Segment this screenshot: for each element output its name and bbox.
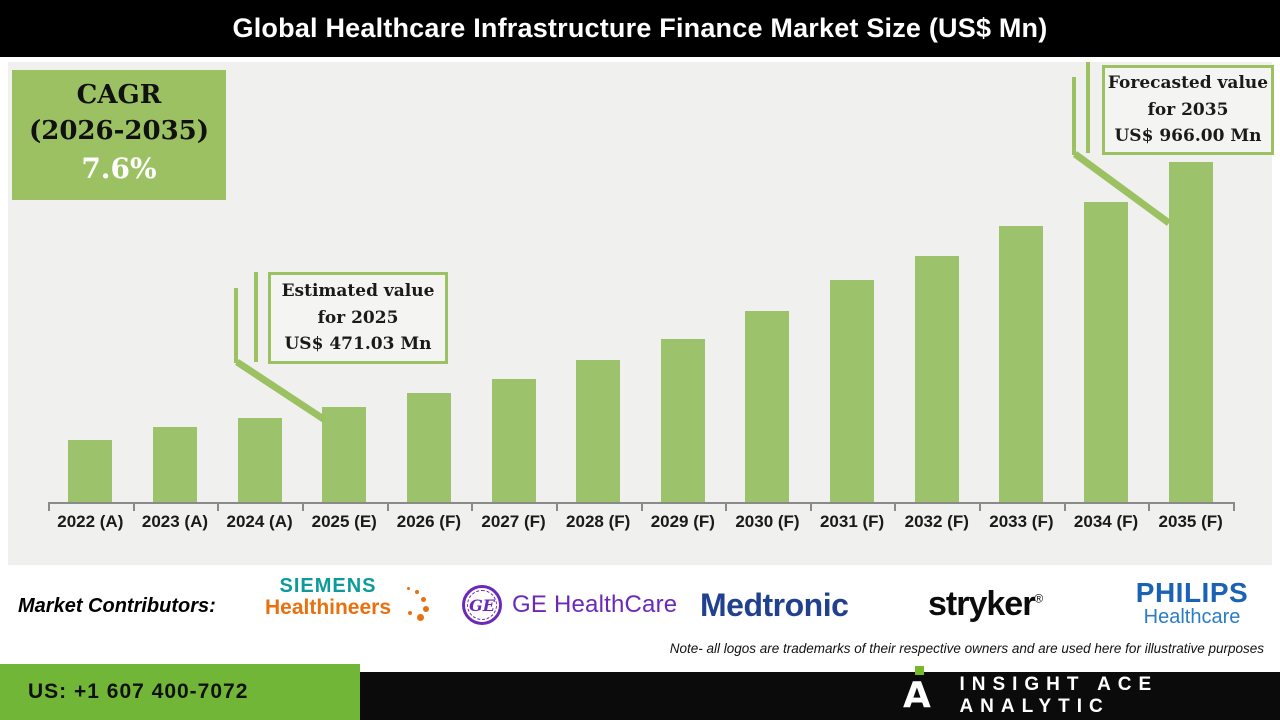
forecast-value-callout: Forecasted value for 2035 US$ 966.00 Mn [1102,65,1274,155]
ge-monogram-icon: GE [462,585,502,625]
forecast-callout-line2: for 2035 [1147,99,1229,120]
callout-leader-lines [234,62,1172,423]
phone-contact: US: +1 607 400-7072 [0,664,360,720]
axis-tick [48,502,50,511]
title-bar: Global Healthcare Infrastructure Finance… [0,0,1280,57]
philips-healthcare-logo: PHILIPS Healthcare [1122,577,1262,629]
market-contributors-label: Market Contributors: [18,595,216,617]
axis-tick [1148,502,1151,511]
bar-2031 [830,280,875,502]
bar-2035 [1168,162,1213,502]
forecast-callout-value: US$ 966.00 Mn [1114,126,1262,147]
axis-tick [809,502,812,511]
insight-ace-logo-icon: A [903,666,931,719]
x-axis-label: 2033 (F) [989,512,1054,531]
philips-wordmark: PHILIPS [1135,577,1249,608]
axis-tick [555,502,558,511]
axis-tick [979,502,982,511]
bar-2023 [152,427,197,502]
x-axis-label: 2030 (F) [735,512,800,531]
bar-2034 [1084,202,1129,502]
bar-2022 [68,440,113,502]
bar-2027 [491,379,536,502]
ge-healthcare-wordmark: GE HealthCare [512,591,678,618]
page-title: Global Healthcare Infrastructure Finance… [232,13,1048,43]
bar-chart-panel: CAGR (2026-2035) 7.6% Estimated value fo… [8,62,1274,565]
bar-2032 [914,256,959,502]
x-axis-label: 2031 (F) [819,512,885,531]
forecast-callout-line1: Forecasted value [1107,73,1269,94]
x-axis-label: 2034 (F) [1073,512,1139,531]
x-axis-label: 2023 (A) [141,512,209,531]
x-axis-label: 2029 (F) [650,512,715,531]
x-axis-label: 2024 (A) [226,512,293,531]
axis-tick [1063,502,1066,511]
x-axis-label: 2032 (F) [904,512,969,531]
bar-2025 [322,407,367,502]
bar-2033 [999,226,1044,502]
siemens-dots-icon [405,587,429,621]
estimated-callout-line1: Estimated value [281,281,435,302]
bar-2029 [660,339,705,502]
healthineers-wordmark: Healthineers [264,596,392,619]
axis-tick [640,502,643,511]
bar-2024 [237,418,282,502]
medtronic-logo: Medtronic [700,587,849,623]
x-axis-label: 2025 (E) [311,512,377,531]
axis-tick [132,502,135,511]
cagr-period: (2026-2035) [28,115,210,146]
siemens-wordmark: SIEMENS [279,575,377,597]
market-contributors-strip: Market Contributors: SIEMENS Healthineer… [0,565,1280,672]
axis-tick [386,502,389,511]
cagr-label: CAGR [76,80,162,110]
phone-number: US: +1 607 400-7072 [28,680,249,703]
bar-2028 [576,360,621,502]
bar-2026 [406,393,451,502]
brand-name: INSIGHT ACE ANALYTIC [959,674,1159,717]
siemens-healthineers-logo: SIEMENS Healthineers [253,575,429,621]
axis-tick [301,502,304,511]
axis-tick [894,502,897,511]
ge-healthcare-logo: GE GE HealthCare [462,585,677,625]
estimated-callout-value: US$ 471.03 Mn [284,334,432,355]
axis-tick [217,502,220,511]
axis-tick [471,502,474,511]
axis-tick [1233,502,1235,511]
philips-healthcare-wordmark: Healthcare [1143,606,1241,628]
x-axis-label: 2022 (A) [57,512,124,531]
axis-tick [725,502,728,511]
x-axis-label: 2035 (F) [1158,512,1223,531]
cagr-value: 7.6% [81,151,157,185]
x-axis-label: 2028 (F) [566,512,631,531]
estimated-value-callout: Estimated value for 2025 US$ 471.03 Mn [268,272,448,364]
cagr-badge: CAGR (2026-2035) 7.6% [12,70,226,200]
bar-2030 [745,311,790,502]
insight-ace-analytic-brand: A INSIGHT ACE ANALYTIC [903,666,1280,720]
x-axis-label: 2027 (F) [481,512,546,531]
registered-mark: ® [1034,591,1043,606]
stryker-logo: stryker® [928,585,1043,623]
x-axis-label: 2026 (F) [396,512,462,531]
trademark-note: Note- all logos are trademarks of their … [669,641,1264,656]
estimated-callout-line2: for 2025 [317,307,399,328]
